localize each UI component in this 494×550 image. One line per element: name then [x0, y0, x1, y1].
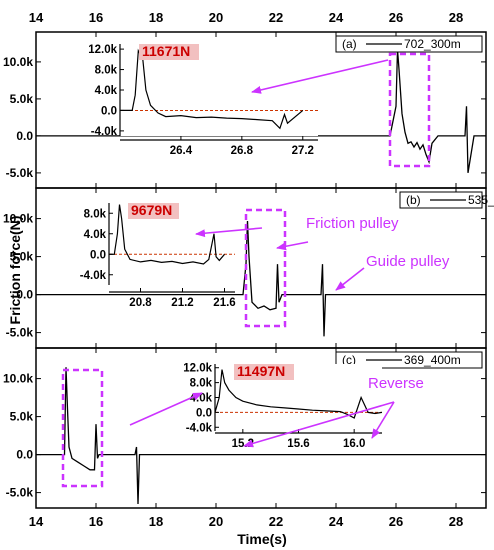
bottom-x-tick-label: 14	[29, 514, 44, 529]
y-tick-label: 10.0k	[3, 212, 33, 226]
legend-label: 369_400m	[404, 353, 461, 367]
highlight-box	[388, 52, 431, 168]
inset-x-tick-label: 16.0	[343, 438, 365, 450]
inset-y-tick-label: -4.0k	[186, 422, 213, 434]
inset-pointer-arrow	[195, 227, 263, 238]
top-x-axis: 14 16 18 20 22 24 26 28	[29, 10, 463, 25]
inset-x-tick-label: 21.6	[213, 297, 235, 309]
top-x-tick-label: 14	[29, 10, 44, 25]
y-tick-label: -5.0k	[6, 166, 34, 180]
y-tick-label: 5.0k	[10, 250, 34, 264]
top-x-tick-label: 22	[269, 10, 283, 25]
inset-y-tick-label: 4.0k	[190, 393, 213, 405]
panel-frame	[35, 347, 487, 509]
peak-label: 11497N	[237, 363, 285, 379]
bottom-x-tick-label: 16	[89, 514, 103, 529]
inset-pointer-arrow	[129, 392, 203, 426]
bottom-x-tick-label: 24	[329, 514, 344, 529]
highlight-box	[244, 208, 287, 328]
inset-y-tick-label: 8.0k	[190, 378, 213, 390]
top-x-tick-label: 16	[89, 10, 103, 25]
inset-chart: -4.0k 0.0 4.0k 8.0k 12.0k 26.4 26.8 27.2 11671N	[88, 43, 318, 157]
bottom-x-tick-label: 28	[449, 514, 463, 529]
peak-label: 9679N	[131, 202, 172, 218]
top-x-tick-label: 18	[149, 10, 163, 25]
peak-label-background	[139, 44, 199, 60]
y-tick-label: 5.0k	[10, 92, 34, 106]
inset-y-tick-label: 12.0k	[88, 44, 117, 56]
inset-series-line	[214, 369, 383, 419]
top-x-tick-label: 28	[449, 10, 463, 25]
panel-b: -5.0k 0.0 5.0k 10.0k (b) 535_350m -4.0k 0.0 4.0k…	[3, 187, 494, 349]
inset-x-tick-label: 20.8	[129, 297, 152, 309]
x-axis-label: Time(s)	[237, 531, 287, 547]
inset-x-tick-label: 27.2	[292, 145, 314, 157]
legend-label: 535_350m	[468, 193, 494, 207]
inset-y-tick-label: 0.0	[90, 249, 106, 261]
peak-label-background	[234, 364, 294, 380]
bottom-x-axis: 14 16 18 20 22 24 26 28	[29, 514, 463, 529]
y-tick-label: -5.0k	[6, 326, 34, 340]
series-line	[36, 367, 486, 505]
inset-y-tick-label: -4.0k	[80, 270, 107, 282]
y-tick-label: -5.0k	[6, 486, 34, 500]
y-tick-label: 0.0	[16, 288, 33, 302]
panel-label: (b)	[406, 193, 421, 207]
y-tick-label: 10.0k	[3, 372, 33, 386]
bottom-x-tick-label: 26	[389, 514, 403, 529]
panel-a: -5.0k 0.0 5.0k 10.0k (a) 702_300m -4.0k 0.0 4.0k…	[3, 31, 487, 189]
inset-x-tick-label: 26.8	[231, 145, 254, 157]
annotation-label: Friction pulley	[306, 215, 399, 232]
inset-x-tick-label: 21.2	[171, 297, 193, 309]
annotation-label: Guide pulley	[366, 253, 450, 270]
inset-chart: -4.0k 0.0 4.0k 8.0k 20.8 21.2 21.6 9679N	[80, 202, 236, 309]
top-x-tick-label: 24	[329, 10, 344, 25]
inset-y-tick-label: 0.0	[101, 105, 117, 117]
series-line	[36, 49, 486, 174]
legend-label: 702_300m	[404, 37, 461, 51]
inset-pointer-arrow	[251, 59, 389, 94]
annotation-arrow	[276, 241, 309, 251]
annotation-arrow	[243, 401, 395, 448]
annotation-arrow	[371, 401, 395, 439]
highlight-box	[61, 368, 104, 488]
inset-x-tick-label: 26.4	[170, 145, 193, 157]
panels: -5.0k 0.0 5.0k 10.0k (a) 702_300m -4.0k 0.0 4.0k…	[3, 31, 494, 509]
annotation-arrow	[335, 267, 365, 291]
bottom-x-tick-label: 18	[149, 514, 163, 529]
inset-series-line	[109, 204, 225, 265]
y-tick-label: 0.0	[16, 129, 33, 143]
panel-c: -5.0k 0.0 5.0k 10.0k (c) 369_400m -4.0k 0.0 4.0k…	[3, 347, 487, 509]
annotation-label: Reverse	[368, 375, 424, 392]
inset-x-tick-label: 15.6	[287, 438, 309, 450]
bottom-x-tick-label: 20	[209, 514, 223, 529]
peak-label-background	[128, 203, 179, 219]
bottom-x-tick-label: 22	[269, 514, 283, 529]
inset-y-tick-label: -4.0k	[91, 126, 118, 138]
peak-label: 11671N	[142, 43, 190, 59]
series-line	[36, 220, 486, 337]
legend-box	[335, 35, 483, 53]
y-tick-label: 10.0k	[3, 55, 33, 69]
inset-y-tick-label: 8.0k	[95, 65, 118, 77]
panel-label: (c)	[342, 353, 356, 367]
inset-y-tick-label: 4.0k	[84, 229, 107, 241]
inset-y-tick-label: 8.0k	[84, 208, 107, 220]
top-x-tick-label: 26	[389, 10, 403, 25]
inset-y-tick-label: 4.0k	[95, 85, 118, 97]
y-tick-label: 5.0k	[10, 410, 34, 424]
inset-y-tick-label: 12.0k	[183, 363, 212, 375]
y-axis-label: Friction force(N)	[7, 216, 23, 325]
y-tick-label: 0.0	[16, 448, 33, 462]
panel-label: (a)	[342, 37, 357, 51]
inset-y-tick-label: 0.0	[196, 407, 212, 419]
top-x-tick-label: 20	[209, 10, 223, 25]
